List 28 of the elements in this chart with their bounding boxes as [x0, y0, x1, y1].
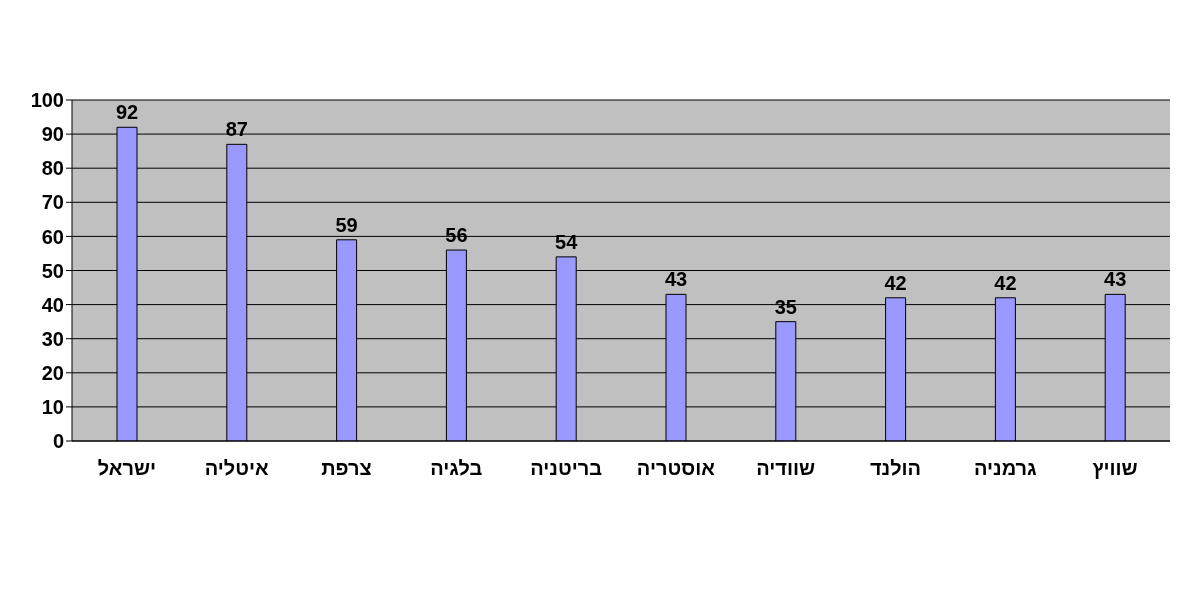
x-tick-label: שוודיה: [756, 457, 816, 480]
y-tick-label: 20: [41, 361, 64, 384]
x-tick-label: צרפת: [321, 457, 372, 480]
y-tick-label: 0: [52, 430, 64, 453]
y-tick-label: 50: [41, 259, 64, 282]
y-tick-label: 60: [41, 225, 64, 248]
data-label: 42: [884, 271, 907, 294]
data-label: 43: [1104, 268, 1127, 291]
y-tick-label: 100: [30, 89, 64, 112]
data-label: 92: [115, 101, 139, 124]
y-tick-label: 10: [41, 396, 64, 418]
data-label: 43: [664, 268, 688, 291]
data-label: 59: [335, 213, 358, 236]
data-label: 42: [994, 271, 1017, 294]
x-tick-label: אוסטריה: [636, 457, 716, 480]
y-tick-label: 30: [41, 327, 64, 350]
y-tick-label: 40: [41, 293, 64, 316]
data-label: 54: [555, 230, 579, 253]
x-tick-label: שוויץ: [1092, 457, 1138, 480]
y-tick-label: 70: [41, 191, 64, 214]
y-tick-label: 90: [41, 123, 64, 146]
y-tick-label: 80: [41, 157, 64, 180]
x-tick-label: איטליה: [204, 457, 270, 480]
x-tick-label: בריטניה: [530, 457, 603, 480]
x-tick-label: הולנד: [869, 457, 922, 480]
x-tick-label: ישראל: [97, 457, 157, 480]
x-tick-label: בלגיה: [430, 457, 483, 480]
x-tick-label: גרמניה: [973, 457, 1038, 480]
